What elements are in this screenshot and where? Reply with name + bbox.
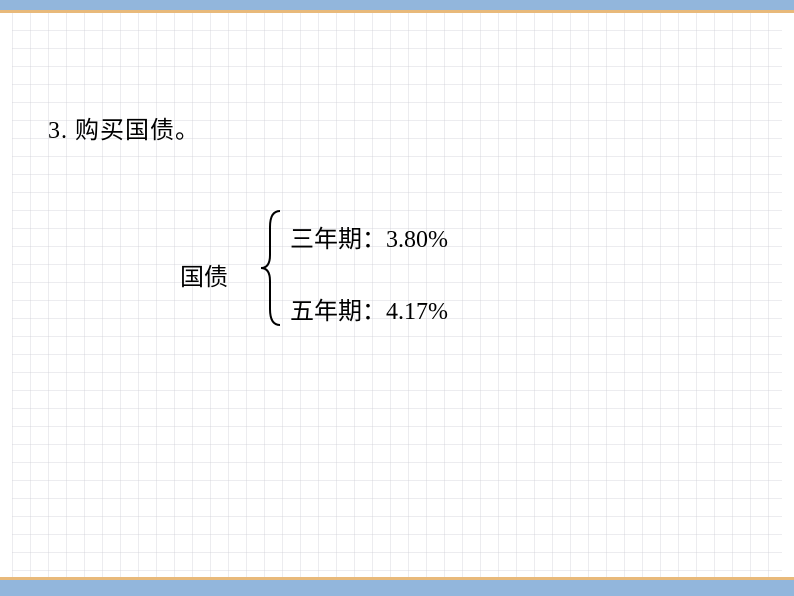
term-row-1: 三年期：3.80% [290,219,448,254]
term-2-rate: 4.17% [386,299,448,325]
heading-text: 3. 购买国债。 [48,110,200,145]
bond-label: 国债 [180,257,228,292]
brace-path [261,211,280,325]
bond-diagram: 国债 三年期：3.80% 五年期：4.17% [180,215,580,335]
term-2-sep: ： [362,299,386,325]
brace-icon [258,209,288,327]
term-row-2: 五年期：4.17% [290,291,448,326]
term-1-sep: ： [362,227,386,253]
term-1-rate: 3.80% [386,227,448,253]
term-2-name: 五年期 [290,299,362,325]
slide-content: 3. 购买国债。 国债 三年期：3.80% 五年期：4.17% [0,0,794,596]
term-1-name: 三年期 [290,227,362,253]
